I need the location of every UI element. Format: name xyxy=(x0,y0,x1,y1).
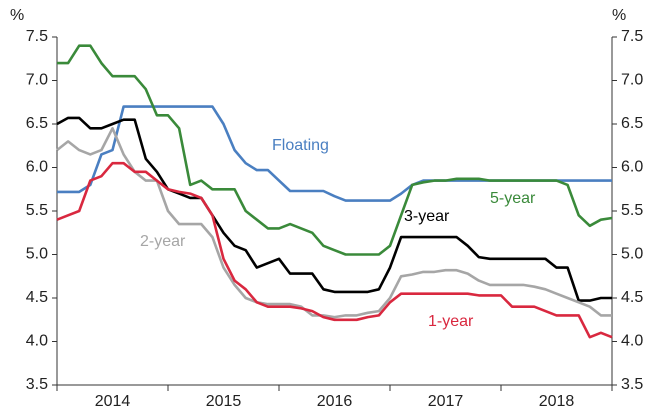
y-tick-label: 7.5 xyxy=(26,28,48,45)
y-tick-label: 6.0 xyxy=(26,159,48,176)
y2-unit: % xyxy=(612,7,626,24)
x-tick-label: 2015 xyxy=(206,393,242,410)
y-tick-label: 4.5 xyxy=(26,289,48,306)
series-label: 3-year xyxy=(404,208,450,225)
y-tick-label: 4.0 xyxy=(26,333,48,350)
y2-tick-label: 6.0 xyxy=(621,159,643,176)
y-tick-label: 5.5 xyxy=(26,202,48,219)
y2-tick-label: 4.0 xyxy=(621,333,643,350)
series-line xyxy=(57,44,613,256)
y-tick-label: 6.5 xyxy=(26,115,48,132)
x-tick-label: 2018 xyxy=(539,393,575,410)
y2-tick-label: 4.5 xyxy=(621,289,643,306)
series-line xyxy=(56,127,612,319)
series-label: 1-year xyxy=(428,313,474,330)
x-tick-label: 2016 xyxy=(317,393,353,410)
series-label: 2-year xyxy=(140,233,186,250)
x-tick-label: 2017 xyxy=(428,393,464,410)
y-unit: % xyxy=(10,7,24,24)
series-line xyxy=(57,105,612,202)
series-label: 5-year xyxy=(490,190,536,207)
x-tick-label: 2014 xyxy=(95,393,131,410)
y-tick-label: 5.0 xyxy=(26,246,48,263)
y2-tick-label: 5.0 xyxy=(621,246,643,263)
series-label: Floating xyxy=(272,137,329,154)
series-line xyxy=(56,161,613,339)
y2-tick-label: 7.5 xyxy=(621,28,643,45)
y2-tick-label: 3.5 xyxy=(621,376,643,393)
y-tick-label: 7.0 xyxy=(26,72,48,89)
y2-tick-label: 7.0 xyxy=(621,72,643,89)
y2-tick-label: 5.5 xyxy=(621,202,643,219)
y2-tick-label: 6.5 xyxy=(621,115,643,132)
series-line xyxy=(56,116,612,302)
y-tick-label: 3.5 xyxy=(26,376,48,393)
